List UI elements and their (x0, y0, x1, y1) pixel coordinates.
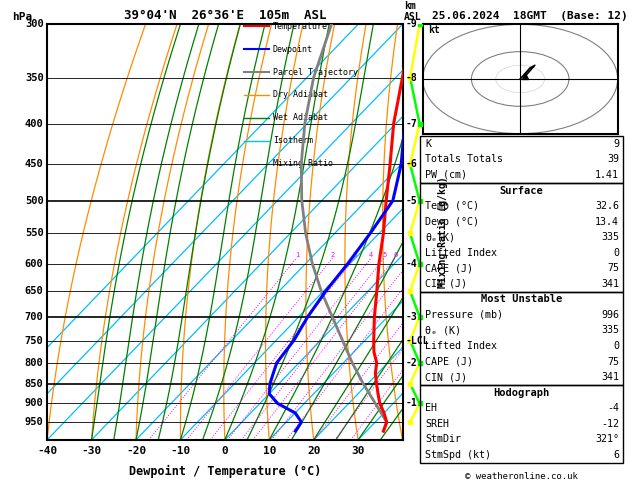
Text: -4: -4 (406, 259, 418, 269)
Text: 9: 9 (613, 139, 619, 149)
Text: CAPE (J): CAPE (J) (425, 357, 473, 366)
Text: 13.4: 13.4 (595, 217, 619, 226)
Text: hPa: hPa (13, 12, 33, 22)
Text: 700: 700 (25, 312, 43, 322)
Text: -20: -20 (126, 446, 146, 456)
Text: 900: 900 (25, 399, 43, 408)
Text: 650: 650 (25, 286, 43, 296)
Text: 850: 850 (25, 379, 43, 389)
Text: 6: 6 (613, 450, 619, 460)
Text: Dewpoint: Dewpoint (273, 45, 313, 54)
Text: -30: -30 (82, 446, 102, 456)
Text: -12: -12 (601, 419, 619, 429)
Text: 1.41: 1.41 (595, 170, 619, 180)
Text: 75: 75 (607, 263, 619, 273)
Text: 400: 400 (25, 119, 43, 129)
Text: EH: EH (425, 403, 437, 413)
Text: 335: 335 (601, 326, 619, 335)
Text: 0: 0 (221, 446, 228, 456)
Title: 39°04'N  26°36'E  105m  ASL: 39°04'N 26°36'E 105m ASL (124, 9, 326, 22)
Text: -LCL: -LCL (406, 335, 429, 346)
Text: 75: 75 (607, 357, 619, 366)
Text: 341: 341 (601, 279, 619, 289)
Text: © weatheronline.co.uk: © weatheronline.co.uk (465, 472, 578, 481)
Text: Dry Adiabat: Dry Adiabat (273, 90, 328, 100)
Text: 3: 3 (353, 252, 357, 258)
Text: 800: 800 (25, 358, 43, 368)
Text: Lifted Index: Lifted Index (425, 341, 497, 351)
Text: θₑ (K): θₑ (K) (425, 326, 461, 335)
Text: 450: 450 (25, 159, 43, 169)
Text: kt: kt (428, 25, 440, 35)
Text: 750: 750 (25, 335, 43, 346)
Text: 25.06.2024  18GMT  (Base: 12): 25.06.2024 18GMT (Base: 12) (431, 11, 628, 21)
Text: Parcel Trajectory: Parcel Trajectory (273, 68, 358, 77)
Text: 0: 0 (613, 248, 619, 258)
Text: -7: -7 (406, 119, 418, 129)
Text: StmSpd (kt): StmSpd (kt) (425, 450, 491, 460)
Text: Lifted Index: Lifted Index (425, 248, 497, 258)
Text: 20: 20 (307, 446, 320, 456)
Text: Hodograph: Hodograph (493, 388, 550, 398)
Text: -9: -9 (406, 19, 418, 29)
Text: 341: 341 (601, 372, 619, 382)
Text: 996: 996 (601, 310, 619, 320)
Text: θₑ(K): θₑ(K) (425, 232, 455, 242)
Text: 321°: 321° (595, 434, 619, 444)
Text: 550: 550 (25, 228, 43, 239)
Text: -6: -6 (406, 159, 418, 169)
Text: Temperature: Temperature (273, 22, 328, 31)
Text: 500: 500 (25, 195, 43, 206)
Text: -4: -4 (607, 403, 619, 413)
Text: Wet Adiabat: Wet Adiabat (273, 113, 328, 122)
Text: -40: -40 (37, 446, 57, 456)
Text: -3: -3 (406, 312, 418, 322)
Text: 10: 10 (262, 446, 276, 456)
Text: 600: 600 (25, 259, 43, 269)
Text: 2: 2 (331, 252, 335, 258)
Text: 6: 6 (393, 252, 398, 258)
Text: 4: 4 (369, 252, 374, 258)
Text: -5: -5 (406, 195, 418, 206)
Text: 300: 300 (25, 19, 43, 29)
Text: Surface: Surface (499, 186, 543, 195)
Text: StmDir: StmDir (425, 434, 461, 444)
Text: 32.6: 32.6 (595, 201, 619, 211)
Text: CAPE (J): CAPE (J) (425, 263, 473, 273)
Text: -8: -8 (406, 72, 418, 83)
Text: CIN (J): CIN (J) (425, 372, 467, 382)
Text: SREH: SREH (425, 419, 449, 429)
Text: CIN (J): CIN (J) (425, 279, 467, 289)
Text: 0: 0 (613, 341, 619, 351)
Text: -1: -1 (406, 399, 418, 408)
Text: Totals Totals: Totals Totals (425, 155, 503, 164)
Text: Most Unstable: Most Unstable (481, 295, 562, 304)
Text: Mixing Ratio: Mixing Ratio (273, 159, 333, 168)
Text: Pressure (mb): Pressure (mb) (425, 310, 503, 320)
Text: Isotherm: Isotherm (273, 136, 313, 145)
Text: K: K (425, 139, 431, 149)
Text: Dewp (°C): Dewp (°C) (425, 217, 479, 226)
Text: 5: 5 (382, 252, 386, 258)
Text: 30: 30 (352, 446, 365, 456)
Text: 1: 1 (295, 252, 299, 258)
Text: 39: 39 (607, 155, 619, 164)
Text: PW (cm): PW (cm) (425, 170, 467, 180)
Text: -10: -10 (170, 446, 191, 456)
Text: Temp (°C): Temp (°C) (425, 201, 479, 211)
Text: Mixing Ratio (g/kg): Mixing Ratio (g/kg) (438, 176, 448, 288)
Text: 335: 335 (601, 232, 619, 242)
Text: Dewpoint / Temperature (°C): Dewpoint / Temperature (°C) (129, 465, 321, 478)
Text: 350: 350 (25, 72, 43, 83)
Text: km
ASL: km ASL (404, 1, 421, 22)
Text: 950: 950 (25, 417, 43, 427)
Text: -2: -2 (406, 358, 418, 368)
